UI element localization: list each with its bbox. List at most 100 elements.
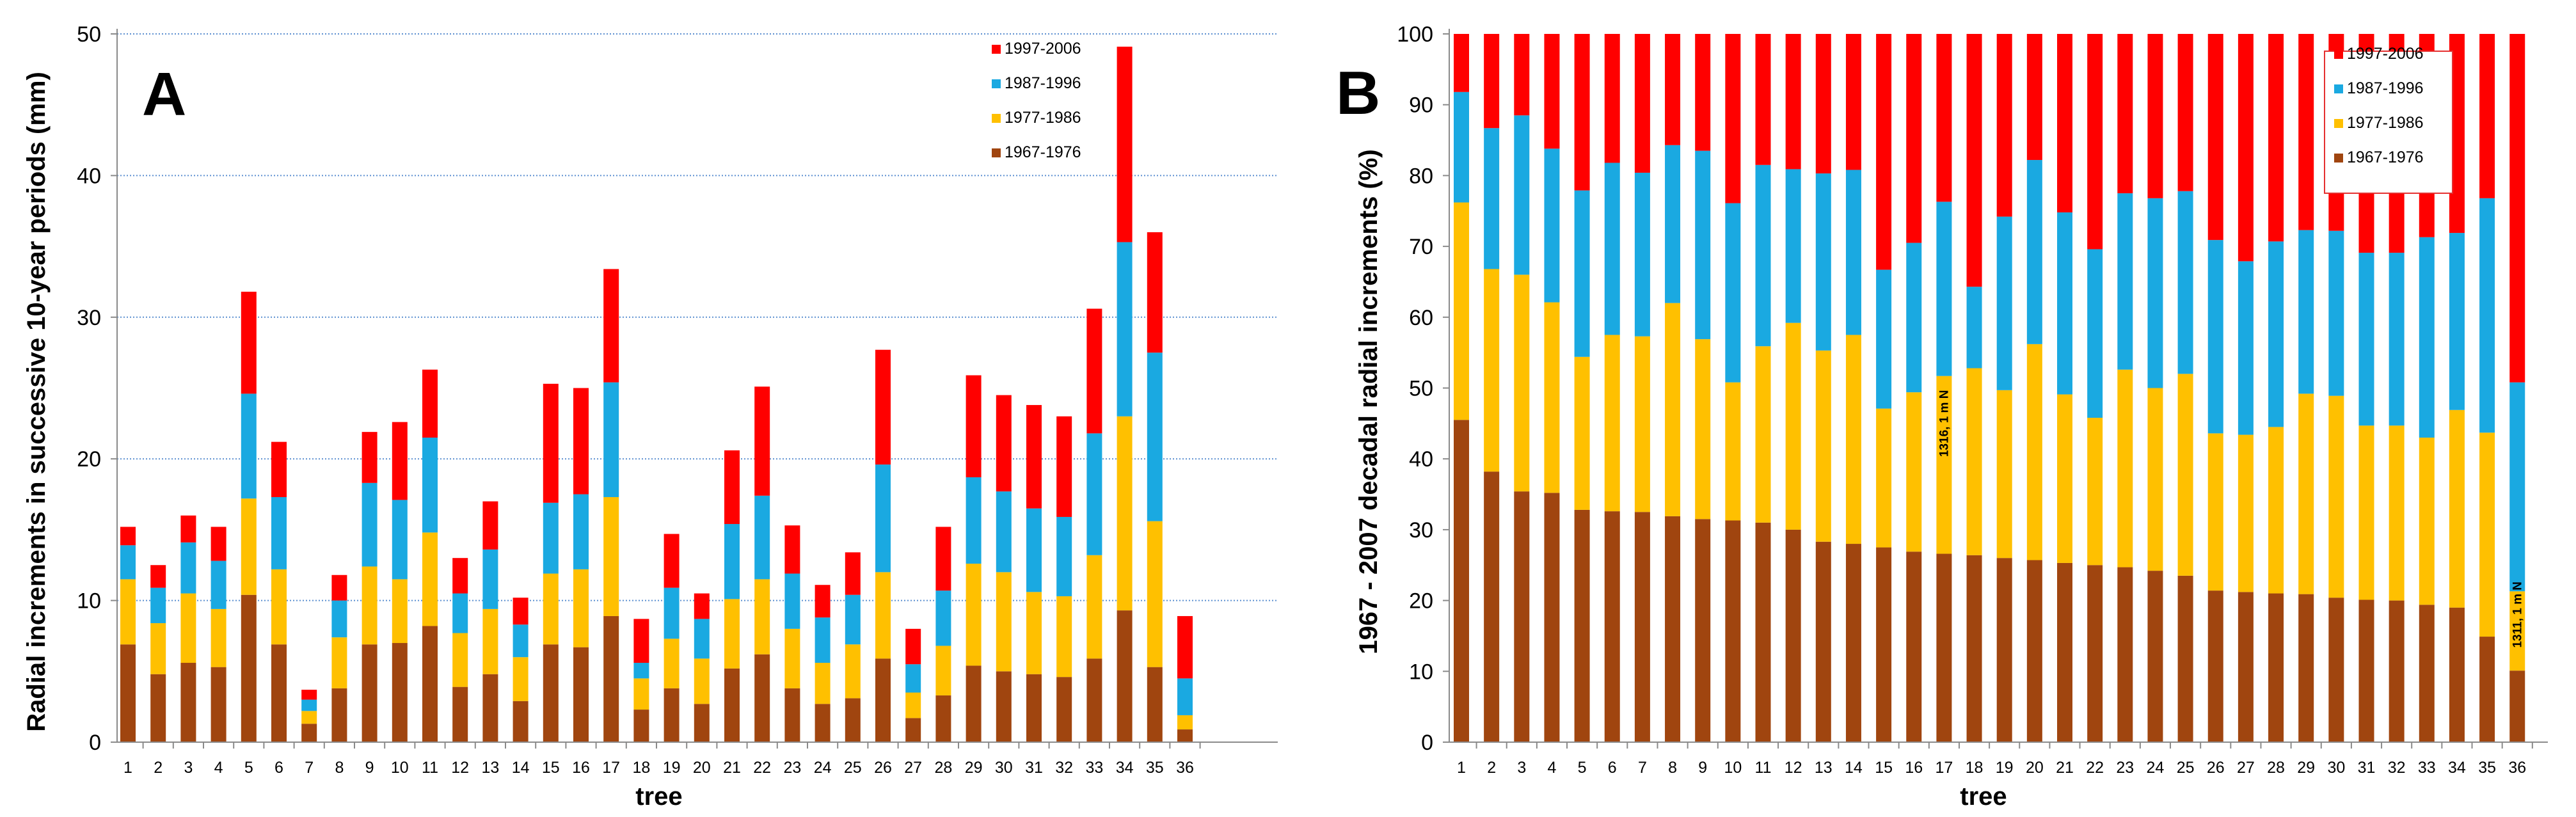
bar-segment-1977-1986-tree-15 [543, 573, 559, 645]
bar-segment-1997-2006-tree-17 [603, 269, 619, 383]
bar-segment-1967-1976-tree-13 [1815, 541, 1831, 742]
y-tick-label: 30 [1409, 518, 1433, 543]
x-tick-label: 9 [365, 759, 374, 777]
bar-segment-1977-1986-tree-6 [1604, 335, 1620, 512]
bar-segment-1997-2006-tree-30 [996, 395, 1012, 492]
bar-segment-1967-1976-tree-12 [452, 686, 468, 742]
bar-segment-1997-2006-tree-19 [1996, 34, 2012, 217]
bar-segment-1967-1976-tree-12 [1785, 529, 1801, 742]
bar-segment-1997-2006-tree-32 [1056, 416, 1072, 517]
legend-label-1977-1986: 1977-1986 [2347, 114, 2424, 132]
bar-segment-1997-2006-tree-24 [815, 585, 831, 618]
bar-segment-1987-1996-tree-4 [1544, 148, 1560, 303]
bar-segment-1987-1996-tree-6 [1604, 163, 1620, 335]
bar-segment-1977-1986-tree-1 [1454, 202, 1469, 420]
x-tick-label: 22 [2086, 759, 2104, 777]
bar-segment-1987-1996-tree-25 [845, 594, 861, 645]
panel-b-x-ticks: 1 2 3 4 5 6 7 8 9 10 11 12 13 14 15 16 17 18 19 20 21 22 23 24 2… [1457, 759, 2526, 777]
bar-segment-1977-1986-tree-34 [2449, 409, 2465, 608]
bar-segment-1987-1996-tree-19 [664, 587, 680, 639]
x-tick-label: 1 [123, 759, 132, 777]
x-tick-label: 6 [1608, 759, 1617, 777]
legend-label-1987-1996: 1987-1996 [2347, 79, 2424, 97]
x-tick-label: 32 [1055, 759, 1073, 777]
bar-segment-1987-1996-tree-14 [1845, 170, 1861, 335]
bar-segment-1967-1976-tree-22 [754, 654, 770, 742]
bar-segment-1977-1986-tree-36 [2509, 591, 2525, 671]
x-tick-label: 7 [1638, 759, 1647, 777]
y-tick-label: 20 [1409, 589, 1433, 614]
panel-a-x-ticks: 1 2 3 4 5 6 7 8 9 10 11 12 13 14 15 16 17 18 19 20 21 22 23 24 2… [123, 759, 1194, 777]
bar-segment-1967-1976-tree-33 [1086, 658, 1102, 742]
bar-segment-1997-2006-tree-29 [2298, 34, 2314, 230]
bar-segment-1977-1986-tree-8 [1665, 303, 1681, 516]
bar-segment-1987-1996-tree-8 [1665, 145, 1681, 303]
bar-segment-1997-2006-tree-25 [845, 552, 861, 595]
bar-segment-1967-1976-tree-33 [2419, 605, 2435, 742]
x-tick-label: 3 [1517, 759, 1526, 777]
x-tick-label: 25 [844, 759, 862, 777]
bar-segment-1987-1996-tree-15 [1876, 269, 1892, 409]
x-tick-label: 10 [1724, 759, 1742, 777]
bar-segment-1967-1976-tree-14 [513, 701, 529, 742]
x-tick-label: 4 [214, 759, 223, 777]
bar-segment-1987-1996-tree-18 [1966, 287, 1982, 369]
x-tick-label: 9 [1698, 759, 1707, 777]
bar-segment-1997-2006-tree-4 [1544, 34, 1560, 149]
panel-b-axes [1443, 29, 2548, 749]
legend-label-1997-2006: 1997-2006 [2347, 45, 2424, 63]
legend-swatch-1987-1996 [2334, 84, 2343, 93]
bar-segment-1987-1996-tree-33 [1086, 433, 1102, 555]
bar-segment-1977-1986-tree-31 [1026, 592, 1042, 674]
bar-segment-1967-1976-tree-16 [573, 647, 589, 742]
x-tick-label: 35 [2478, 759, 2496, 777]
bar-segment-1997-2006-tree-13 [1815, 34, 1831, 174]
y-tick-label: 90 [1409, 93, 1433, 118]
x-tick-label: 17 [602, 759, 620, 777]
bar-segment-1987-1996-tree-19 [1996, 216, 2012, 390]
x-tick-label: 28 [2267, 759, 2285, 777]
y-tick-label: 30 [77, 306, 101, 330]
bar-segment-1997-2006-tree-22 [2087, 34, 2103, 250]
x-tick-label: 23 [783, 759, 801, 777]
bar-segment-1997-2006-tree-28 [935, 527, 951, 591]
bar-segment-1977-1986-tree-1 [120, 579, 136, 645]
bar-segment-1967-1976-tree-28 [935, 695, 951, 742]
bar-segment-1997-2006-tree-7 [301, 690, 317, 700]
bar-segment-1967-1976-tree-26 [2207, 591, 2223, 742]
y-tick-label: 0 [89, 731, 101, 755]
bar-segment-1997-2006-tree-2 [1484, 34, 1500, 129]
legend-label-1967-1976: 1967-1976 [1005, 143, 1081, 161]
bar-segment-1987-1996-tree-17 [1936, 202, 1952, 376]
bar-segment-1967-1976-tree-13 [482, 674, 498, 742]
bar-segment-1987-1996-tree-13 [1815, 173, 1831, 351]
bar-segment-1997-2006-tree-5 [241, 291, 257, 394]
legend-swatch-1997-2006 [2334, 50, 2343, 59]
bar-segment-1987-1996-tree-22 [2087, 249, 2103, 418]
bar-segment-1977-1986-tree-13 [482, 608, 498, 674]
bar-segment-1977-1986-tree-18 [1966, 368, 1982, 555]
bar-segment-1997-2006-tree-12 [1785, 34, 1801, 170]
bar-segment-1997-2006-tree-6 [271, 441, 287, 497]
bar-segment-1977-1986-tree-20 [694, 658, 710, 704]
bar-segment-1977-1986-tree-22 [754, 579, 770, 654]
bar-segment-1987-1996-tree-7 [301, 699, 317, 711]
bar-segment-1977-1986-tree-21 [724, 599, 740, 669]
bar-segment-1977-1986-tree-14 [513, 657, 529, 701]
bar-segment-1967-1976-tree-25 [845, 698, 861, 742]
bar-segment-1977-1986-tree-2 [1484, 269, 1500, 472]
bar-segment-1977-1986-tree-36 [1177, 715, 1193, 730]
bar-segment-1967-1976-tree-26 [875, 658, 891, 742]
bar-segment-1967-1976-tree-36 [1177, 729, 1193, 742]
bar-segment-1997-2006-tree-26 [875, 349, 891, 465]
x-tick-label: 23 [2116, 759, 2134, 777]
x-tick-label: 34 [2448, 759, 2466, 777]
bar-segment-1987-1996-tree-5 [241, 393, 257, 499]
bar-segment-1987-1996-tree-15 [543, 502, 559, 574]
bar-segment-1967-1976-tree-4 [1544, 493, 1560, 742]
bar-segment-1967-1976-tree-27 [2238, 592, 2254, 742]
y-tick-label: 40 [77, 164, 101, 188]
bar-segment-1977-1986-tree-30 [996, 572, 1012, 672]
